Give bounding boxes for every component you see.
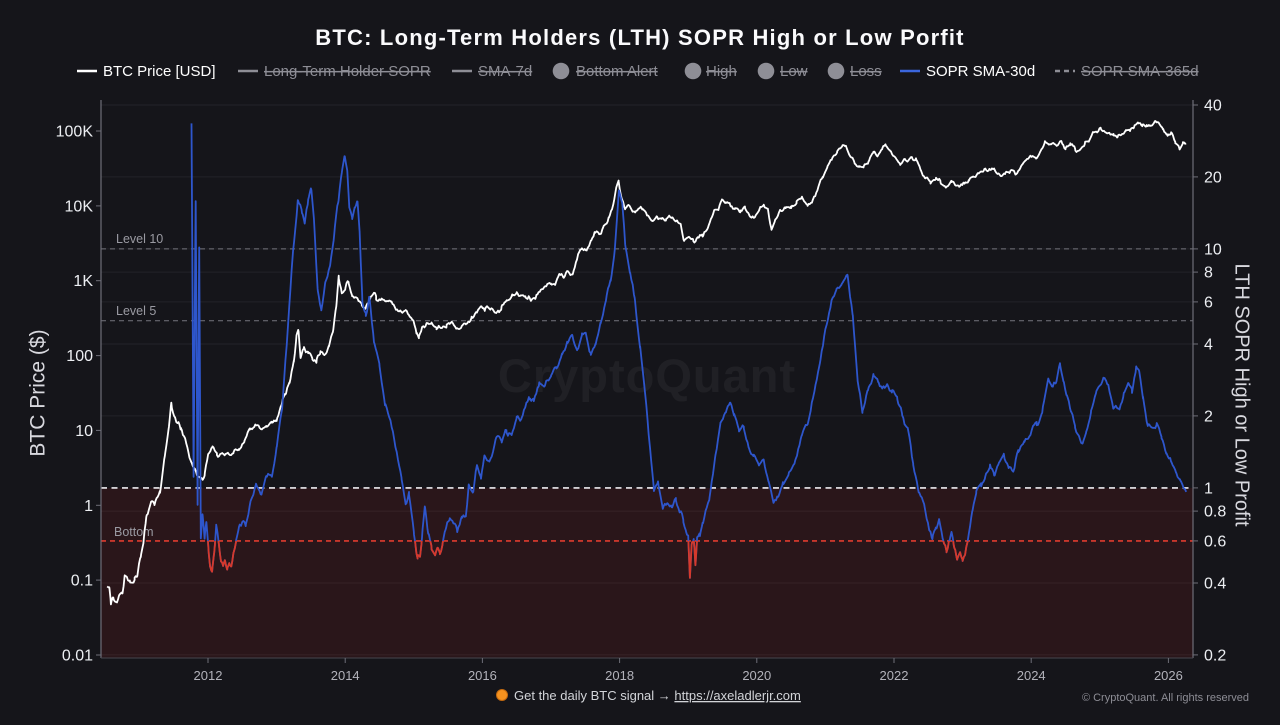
svg-text:Loss: Loss	[850, 63, 882, 80]
svg-text:Level 10: Level 10	[116, 232, 163, 246]
svg-text:Level 5: Level 5	[116, 304, 156, 318]
svg-text:10: 10	[1204, 241, 1222, 258]
svg-text:1: 1	[1204, 480, 1213, 497]
svg-text:2014: 2014	[331, 668, 360, 683]
svg-text:10K: 10K	[65, 198, 94, 215]
svg-text:Get the daily BTC signal → htt: Get the daily BTC signal → https://axela…	[514, 688, 801, 703]
svg-text:20: 20	[1204, 169, 1222, 186]
svg-text:4: 4	[1204, 337, 1213, 354]
svg-text:BTC Price [USD]: BTC Price [USD]	[103, 63, 216, 80]
svg-text:0.4: 0.4	[1204, 576, 1226, 593]
svg-text:SMA-7d: SMA-7d	[478, 63, 532, 80]
svg-text:0.2: 0.2	[1204, 647, 1226, 664]
svg-text:2020: 2020	[742, 668, 771, 683]
svg-text:© CryptoQuant. All rights rese: © CryptoQuant. All rights reserved	[1082, 692, 1249, 704]
svg-text:2012: 2012	[194, 668, 223, 683]
svg-text:High: High	[706, 63, 737, 80]
svg-text:2016: 2016	[468, 668, 497, 683]
svg-text:2022: 2022	[880, 668, 909, 683]
svg-text:2018: 2018	[605, 668, 634, 683]
svg-text:2: 2	[1204, 408, 1213, 425]
svg-text:BTC: Long-Term Holders (LTH) S: BTC: Long-Term Holders (LTH) SOPR High o…	[315, 25, 964, 50]
svg-text:100: 100	[66, 348, 93, 365]
svg-text:Bottom Alert: Bottom Alert	[576, 63, 659, 80]
svg-text:6: 6	[1204, 294, 1213, 311]
svg-text:100K: 100K	[56, 124, 94, 141]
svg-text:40: 40	[1204, 98, 1222, 115]
svg-text:0.6: 0.6	[1204, 533, 1226, 550]
svg-text:0.1: 0.1	[71, 573, 93, 590]
svg-text:2026: 2026	[1154, 668, 1183, 683]
svg-text:Long-Term Holder SOPR: Long-Term Holder SOPR	[264, 63, 431, 80]
svg-text:BTC Price ($): BTC Price ($)	[27, 329, 50, 456]
svg-text:Bottom: Bottom	[114, 525, 154, 539]
svg-text:2024: 2024	[1017, 668, 1046, 683]
svg-text:1: 1	[84, 498, 93, 515]
svg-text:LTH SOPR High or Low Profit: LTH SOPR High or Low Profit	[1231, 263, 1253, 526]
svg-text:SOPR SMA-30d: SOPR SMA-30d	[926, 63, 1035, 80]
svg-text:0.01: 0.01	[62, 648, 93, 665]
svg-text:SOPR SMA-365d: SOPR SMA-365d	[1081, 63, 1199, 80]
svg-text:1K: 1K	[73, 273, 93, 290]
svg-text:8: 8	[1204, 265, 1213, 282]
svg-text:0.8: 0.8	[1204, 504, 1226, 521]
svg-text:CryptoQuant: CryptoQuant	[498, 349, 796, 402]
svg-text:10: 10	[75, 423, 93, 440]
svg-text:Low: Low	[780, 63, 808, 80]
